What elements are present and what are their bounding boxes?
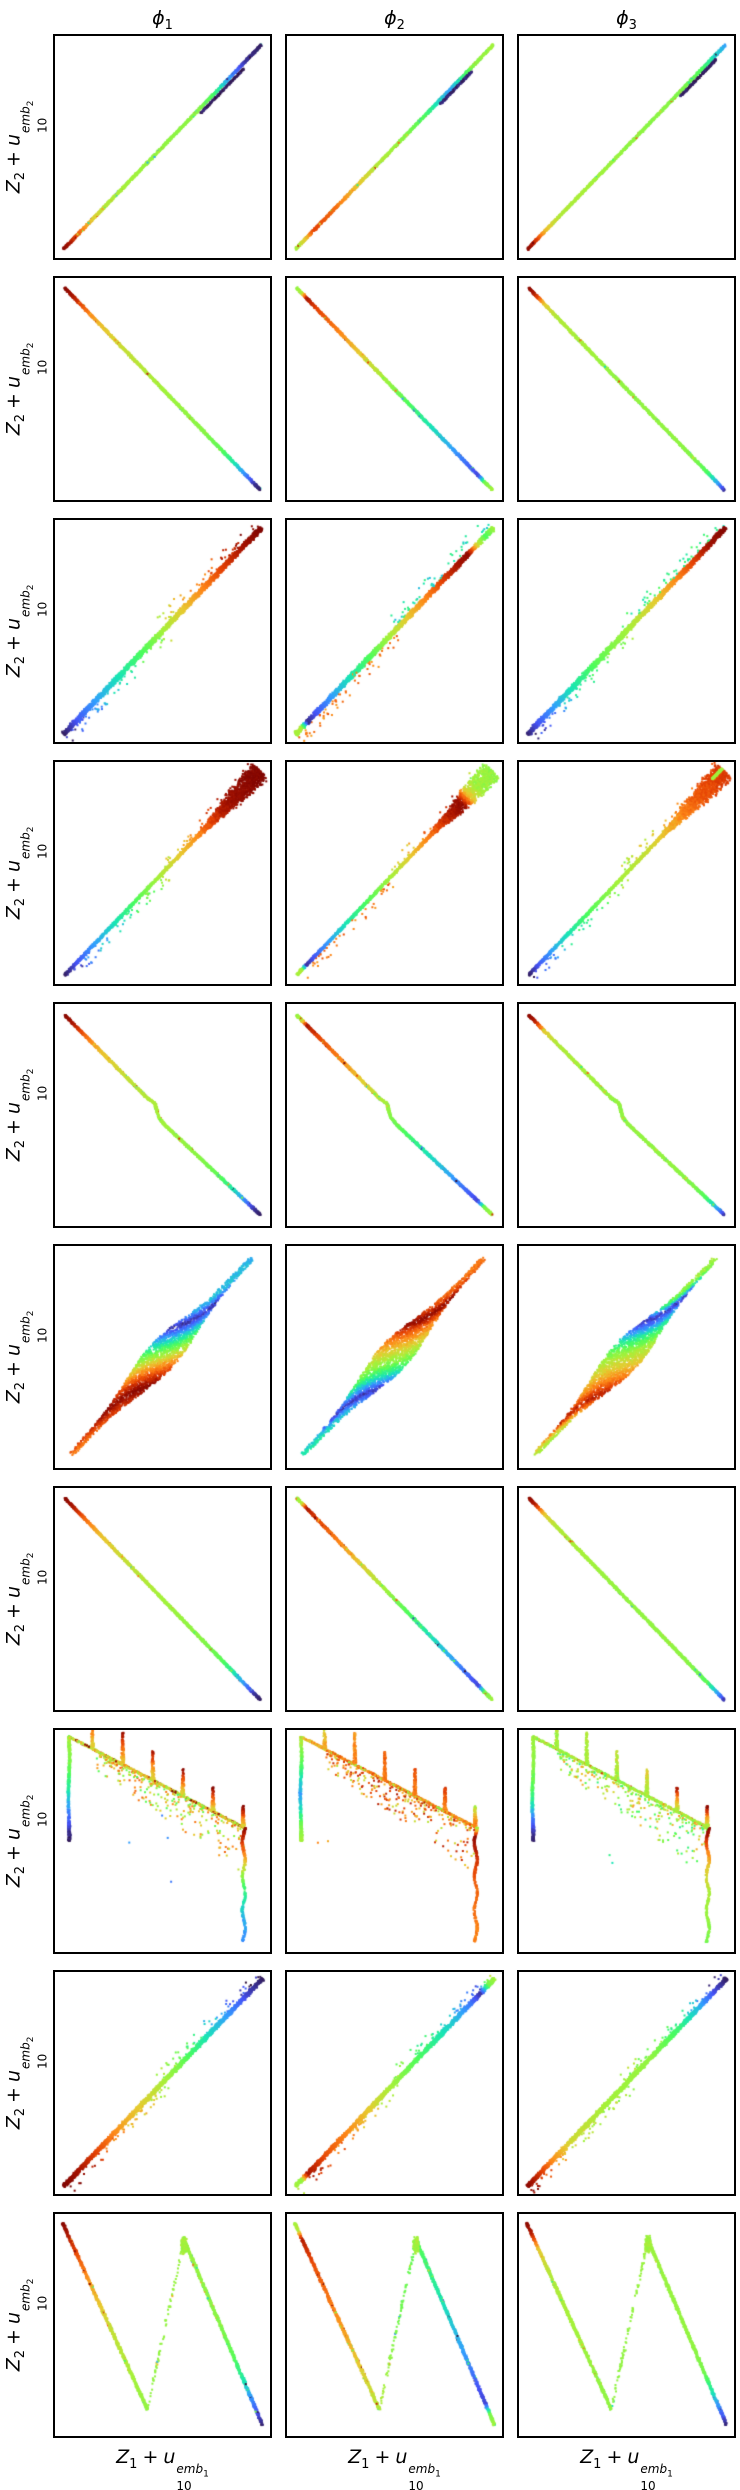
plot-cell-r7c1 bbox=[53, 1486, 272, 1712]
plot-cell-r4c3 bbox=[517, 760, 736, 986]
scatter-plot-r8c2 bbox=[287, 1730, 502, 1952]
plus-operator: + bbox=[2, 1361, 25, 1378]
scatter-plot-r4c2 bbox=[287, 762, 502, 984]
scatter-plot-r6c1 bbox=[55, 1246, 270, 1468]
plot-cell-r8c2 bbox=[285, 1728, 504, 1954]
y-axis-label: Z2+u emb2 10 bbox=[2, 2278, 49, 2372]
plot-cell-r4c2 bbox=[285, 760, 504, 986]
plus-operator: + bbox=[2, 151, 25, 168]
scatter-plot-r1c2 bbox=[287, 36, 502, 258]
scatter-plot-r6c2 bbox=[287, 1246, 502, 1468]
plot-cell-r8c3 bbox=[517, 1728, 736, 1954]
scatter-plot-r3c2 bbox=[287, 520, 502, 742]
plot-cell-r5c3 bbox=[517, 1002, 736, 1228]
column-title-phi1: ϕ1 bbox=[152, 7, 173, 33]
plot-cell-r7c2 bbox=[285, 1486, 504, 1712]
plot-cell-r2c1 bbox=[53, 276, 272, 502]
plot-cell-r10c3 bbox=[517, 2212, 736, 2438]
scatter-plot-r10c3 bbox=[519, 2214, 734, 2436]
y-axis-label: Z2+u emb2 10 bbox=[2, 1068, 49, 1162]
plot-cell-r9c2 bbox=[285, 1970, 504, 2196]
y-axis-label: Z2+u emb2 10 bbox=[2, 342, 49, 436]
scatter-plot-r5c1 bbox=[55, 1004, 270, 1226]
scatter-plot-r4c1 bbox=[55, 762, 270, 984]
y-axis-label: Z2+u emb2 10 bbox=[2, 2036, 49, 2130]
plot-cell-r10c2 bbox=[285, 2212, 504, 2438]
y-axis-label: Z2+u emb2 10 bbox=[2, 1310, 49, 1404]
scatter-plot-r7c1 bbox=[55, 1488, 270, 1710]
scatter-plot-r2c2 bbox=[287, 278, 502, 500]
plot-cell-r6c3 bbox=[517, 1244, 736, 1470]
plot-cell-r5c2 bbox=[285, 1002, 504, 1228]
scatter-plot-r9c3 bbox=[519, 1972, 734, 2194]
scatter-plot-r8c3 bbox=[519, 1730, 734, 1952]
scatter-plot-r2c3 bbox=[519, 278, 734, 500]
scatter-plot-r8c1 bbox=[55, 1730, 270, 1952]
scatter-plot-r7c3 bbox=[519, 1488, 734, 1710]
plot-cell-r6c1 bbox=[53, 1244, 272, 1470]
plus-operator: + bbox=[2, 877, 25, 894]
plot-cell-r2c2 bbox=[285, 276, 504, 502]
scatter-plot-r3c3 bbox=[519, 520, 734, 742]
scatter-plot-r9c2 bbox=[287, 1972, 502, 2194]
plot-cell-r1c3 bbox=[517, 34, 736, 260]
column-title-phi3: ϕ3 bbox=[616, 7, 637, 33]
scatter-plot-r7c2 bbox=[287, 1488, 502, 1710]
scatter-plot-r10c1 bbox=[55, 2214, 270, 2436]
plus-operator: + bbox=[2, 2329, 25, 2346]
plus-operator: + bbox=[2, 1603, 25, 1620]
scatter-plot-r5c2 bbox=[287, 1004, 502, 1226]
plus-operator: + bbox=[2, 1845, 25, 1862]
plot-cell-r2c3 bbox=[517, 276, 736, 502]
plot-cell-r3c3 bbox=[517, 518, 736, 744]
scatter-plot-r1c1 bbox=[55, 36, 270, 258]
scatter-plot-r4c3 bbox=[519, 762, 734, 984]
scatter-plot-r1c3 bbox=[519, 36, 734, 258]
plot-cell-r4c1 bbox=[53, 760, 272, 986]
plus-operator: + bbox=[142, 2446, 159, 2468]
plus-operator: + bbox=[2, 2087, 25, 2104]
y-axis-label: Z2+u emb2 10 bbox=[2, 584, 49, 678]
plot-cell-r5c1 bbox=[53, 1002, 272, 1228]
y-axis-label: Z2+u emb2 10 bbox=[2, 1794, 49, 1888]
plot-cell-r3c1 bbox=[53, 518, 272, 744]
scatter-plot-r9c1 bbox=[55, 1972, 270, 2194]
column-title-phi2: ϕ2 bbox=[384, 7, 405, 33]
plot-cell-r1c1 bbox=[53, 34, 272, 260]
plus-operator: + bbox=[2, 393, 25, 410]
plot-cell-r7c3 bbox=[517, 1486, 736, 1712]
y-axis-label: Z2+u emb2 10 bbox=[2, 100, 49, 194]
plot-cell-r9c1 bbox=[53, 1970, 272, 2196]
scatter-plot-r3c1 bbox=[55, 520, 270, 742]
x-axis-label: Z1 + u emb1 10 bbox=[348, 2446, 441, 2490]
scatter-plot-r10c2 bbox=[287, 2214, 502, 2436]
plus-operator: + bbox=[2, 1119, 25, 1136]
plot-cell-r1c2 bbox=[285, 34, 504, 260]
plot-cell-r8c1 bbox=[53, 1728, 272, 1954]
x-axis-label: Z1 + u emb1 10 bbox=[580, 2446, 673, 2490]
plot-cell-r6c2 bbox=[285, 1244, 504, 1470]
x-axis-label: Z1 + u emb1 10 bbox=[116, 2446, 209, 2490]
plot-cell-r3c2 bbox=[285, 518, 504, 744]
plus-operator: + bbox=[2, 635, 25, 652]
scatter-plot-r2c1 bbox=[55, 278, 270, 500]
plot-cell-r10c1 bbox=[53, 2212, 272, 2438]
scatter-plot-r5c3 bbox=[519, 1004, 734, 1226]
y-axis-label: Z2+u emb2 10 bbox=[2, 826, 49, 920]
plot-cell-r9c3 bbox=[517, 1970, 736, 2196]
y-axis-label: Z2+u emb2 10 bbox=[2, 1552, 49, 1646]
plus-operator: + bbox=[606, 2446, 623, 2468]
plus-operator: + bbox=[374, 2446, 391, 2468]
scatter-plot-r6c3 bbox=[519, 1246, 734, 1468]
